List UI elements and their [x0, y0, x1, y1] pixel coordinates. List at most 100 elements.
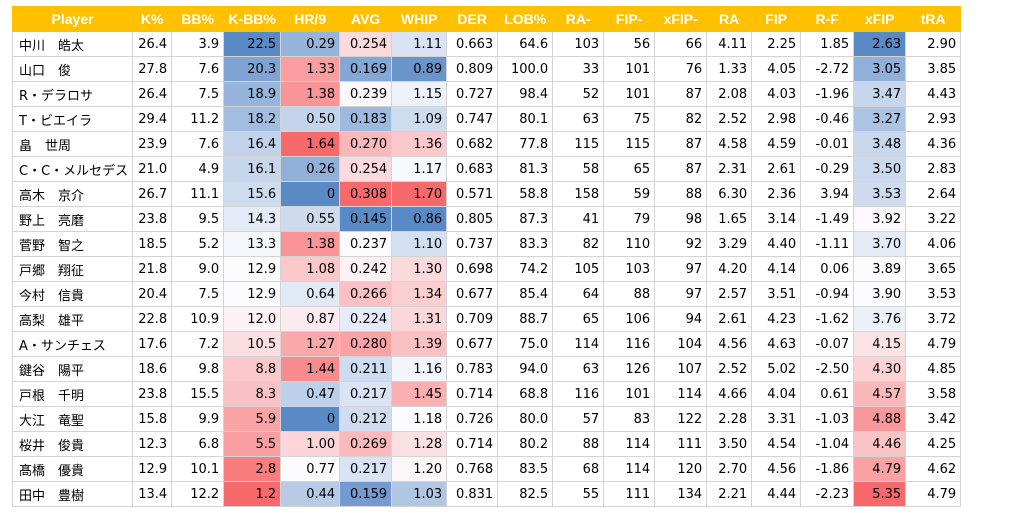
stat-cell[interactable]: 98 — [654, 206, 708, 232]
stat-cell[interactable]: 3.89 — [853, 256, 907, 282]
player-name-cell[interactable]: C・C・メルセデス — [11, 156, 134, 182]
stat-cell[interactable]: 2.98 — [751, 106, 802, 132]
stat-cell[interactable]: -1.11 — [800, 231, 855, 257]
player-name-cell[interactable]: 田中 豊樹 — [11, 481, 134, 507]
stat-cell[interactable]: 12.9 — [223, 281, 282, 307]
column-header[interactable]: LOB% — [497, 6, 554, 32]
stat-cell[interactable]: 4.06 — [905, 231, 962, 257]
stat-cell[interactable]: 4.85 — [905, 356, 962, 382]
stat-cell[interactable]: 33 — [552, 56, 605, 82]
stat-cell[interactable]: 0.224 — [339, 306, 393, 332]
stat-cell[interactable]: -0.01 — [800, 131, 855, 157]
stat-cell[interactable]: 120 — [654, 456, 708, 482]
stat-cell[interactable]: 7.5 — [171, 81, 225, 107]
stat-cell[interactable]: 52 — [552, 81, 605, 107]
stat-cell[interactable]: 3.48 — [853, 131, 907, 157]
stat-cell[interactable]: 2.8 — [223, 456, 282, 482]
stat-cell[interactable]: 16.1 — [223, 156, 282, 182]
stat-cell[interactable]: 2.93 — [905, 106, 962, 132]
column-header[interactable]: BB% — [171, 6, 225, 32]
stat-cell[interactable]: 126 — [603, 356, 656, 382]
stat-cell[interactable]: 7.6 — [171, 131, 225, 157]
stat-cell[interactable]: 103 — [603, 256, 656, 282]
stat-cell[interactable]: 4.9 — [171, 156, 225, 182]
stat-cell[interactable]: 0.44 — [280, 481, 341, 507]
player-name-cell[interactable]: 山口 俊 — [11, 56, 134, 82]
stat-cell[interactable]: 3.76 — [853, 306, 907, 332]
player-name-cell[interactable]: R・デラロサ — [11, 81, 134, 107]
stat-cell[interactable]: 80.2 — [497, 431, 554, 457]
stat-cell[interactable]: 15.8 — [132, 406, 173, 432]
stat-cell[interactable]: 116 — [552, 381, 605, 407]
stat-cell[interactable]: 74.2 — [497, 256, 554, 282]
player-name-cell[interactable]: 高木 京介 — [11, 181, 134, 207]
stat-cell[interactable]: 0.768 — [446, 456, 499, 482]
stat-cell[interactable]: -1.86 — [800, 456, 855, 482]
stat-cell[interactable]: 4.25 — [905, 431, 962, 457]
stat-cell[interactable]: 16.4 — [223, 131, 282, 157]
column-header[interactable]: K% — [132, 6, 173, 32]
stat-cell[interactable]: 105 — [552, 256, 605, 282]
stat-cell[interactable]: 116 — [603, 331, 656, 357]
stat-cell[interactable]: 0.64 — [280, 281, 341, 307]
stat-cell[interactable]: 87 — [654, 156, 708, 182]
player-name-cell[interactable]: 畠 世周 — [11, 131, 134, 157]
stat-cell[interactable]: 23.8 — [132, 381, 173, 407]
stat-cell[interactable]: 94.0 — [497, 356, 554, 382]
stat-cell[interactable]: 2.21 — [706, 481, 753, 507]
stat-cell[interactable]: 58 — [552, 156, 605, 182]
stat-cell[interactable]: 56 — [603, 31, 656, 57]
stat-cell[interactable]: -1.49 — [800, 206, 855, 232]
stat-cell[interactable]: 0.237 — [339, 231, 393, 257]
stat-cell[interactable]: 85.4 — [497, 281, 554, 307]
column-header[interactable]: RA- — [552, 6, 605, 32]
stat-cell[interactable]: 88 — [654, 181, 708, 207]
stat-cell[interactable]: 3.90 — [853, 281, 907, 307]
stat-cell[interactable]: 114 — [654, 381, 708, 407]
stat-cell[interactable]: 4.56 — [751, 456, 802, 482]
stat-cell[interactable]: 2.64 — [905, 181, 962, 207]
stat-cell[interactable]: 10.9 — [171, 306, 225, 332]
stat-cell[interactable]: 111 — [654, 431, 708, 457]
stat-cell[interactable]: 0.217 — [339, 381, 393, 407]
stat-cell[interactable]: 4.79 — [905, 331, 962, 357]
stat-cell[interactable]: 0.183 — [339, 106, 393, 132]
stat-cell[interactable]: 3.94 — [800, 181, 855, 207]
stat-cell[interactable]: 3.53 — [905, 281, 962, 307]
stat-cell[interactable]: 82 — [654, 106, 708, 132]
stat-cell[interactable]: 0.26 — [280, 156, 341, 182]
stat-cell[interactable]: 8.3 — [223, 381, 282, 407]
stat-cell[interactable]: 41 — [552, 206, 605, 232]
column-header[interactable]: FIP — [751, 6, 802, 32]
column-header[interactable]: tRA — [905, 6, 962, 32]
stat-cell[interactable]: 0.831 — [446, 481, 499, 507]
stat-cell[interactable]: 12.9 — [223, 256, 282, 282]
stat-cell[interactable]: 5.2 — [171, 231, 225, 257]
stat-cell[interactable]: 111 — [603, 481, 656, 507]
stat-cell[interactable]: 4.46 — [853, 431, 907, 457]
stat-cell[interactable]: 82.5 — [497, 481, 554, 507]
stat-cell[interactable]: 3.51 — [751, 281, 802, 307]
column-header[interactable]: HR/9 — [280, 6, 341, 32]
stat-cell[interactable]: 110 — [603, 231, 656, 257]
stat-cell[interactable]: 3.31 — [751, 406, 802, 432]
stat-cell[interactable]: -2.23 — [800, 481, 855, 507]
stat-cell[interactable]: 87 — [654, 81, 708, 107]
stat-cell[interactable]: 0.86 — [391, 206, 448, 232]
stat-cell[interactable]: 1.31 — [391, 306, 448, 332]
stat-cell[interactable]: 3.42 — [905, 406, 962, 432]
stat-cell[interactable]: 83.3 — [497, 231, 554, 257]
stat-cell[interactable]: 29.4 — [132, 106, 173, 132]
stat-cell[interactable]: 9.5 — [171, 206, 225, 232]
stat-cell[interactable]: 1.20 — [391, 456, 448, 482]
stat-cell[interactable]: 0.242 — [339, 256, 393, 282]
stat-cell[interactable]: 75.0 — [497, 331, 554, 357]
stat-cell[interactable]: 22.5 — [223, 31, 282, 57]
stat-cell[interactable]: 1.39 — [391, 331, 448, 357]
stat-cell[interactable]: 18.2 — [223, 106, 282, 132]
stat-cell[interactable]: 4.59 — [751, 131, 802, 157]
player-name-cell[interactable]: 今村 信貴 — [11, 281, 134, 307]
stat-cell[interactable]: 4.15 — [853, 331, 907, 357]
stat-cell[interactable]: -1.62 — [800, 306, 855, 332]
stat-cell[interactable]: 3.05 — [853, 56, 907, 82]
